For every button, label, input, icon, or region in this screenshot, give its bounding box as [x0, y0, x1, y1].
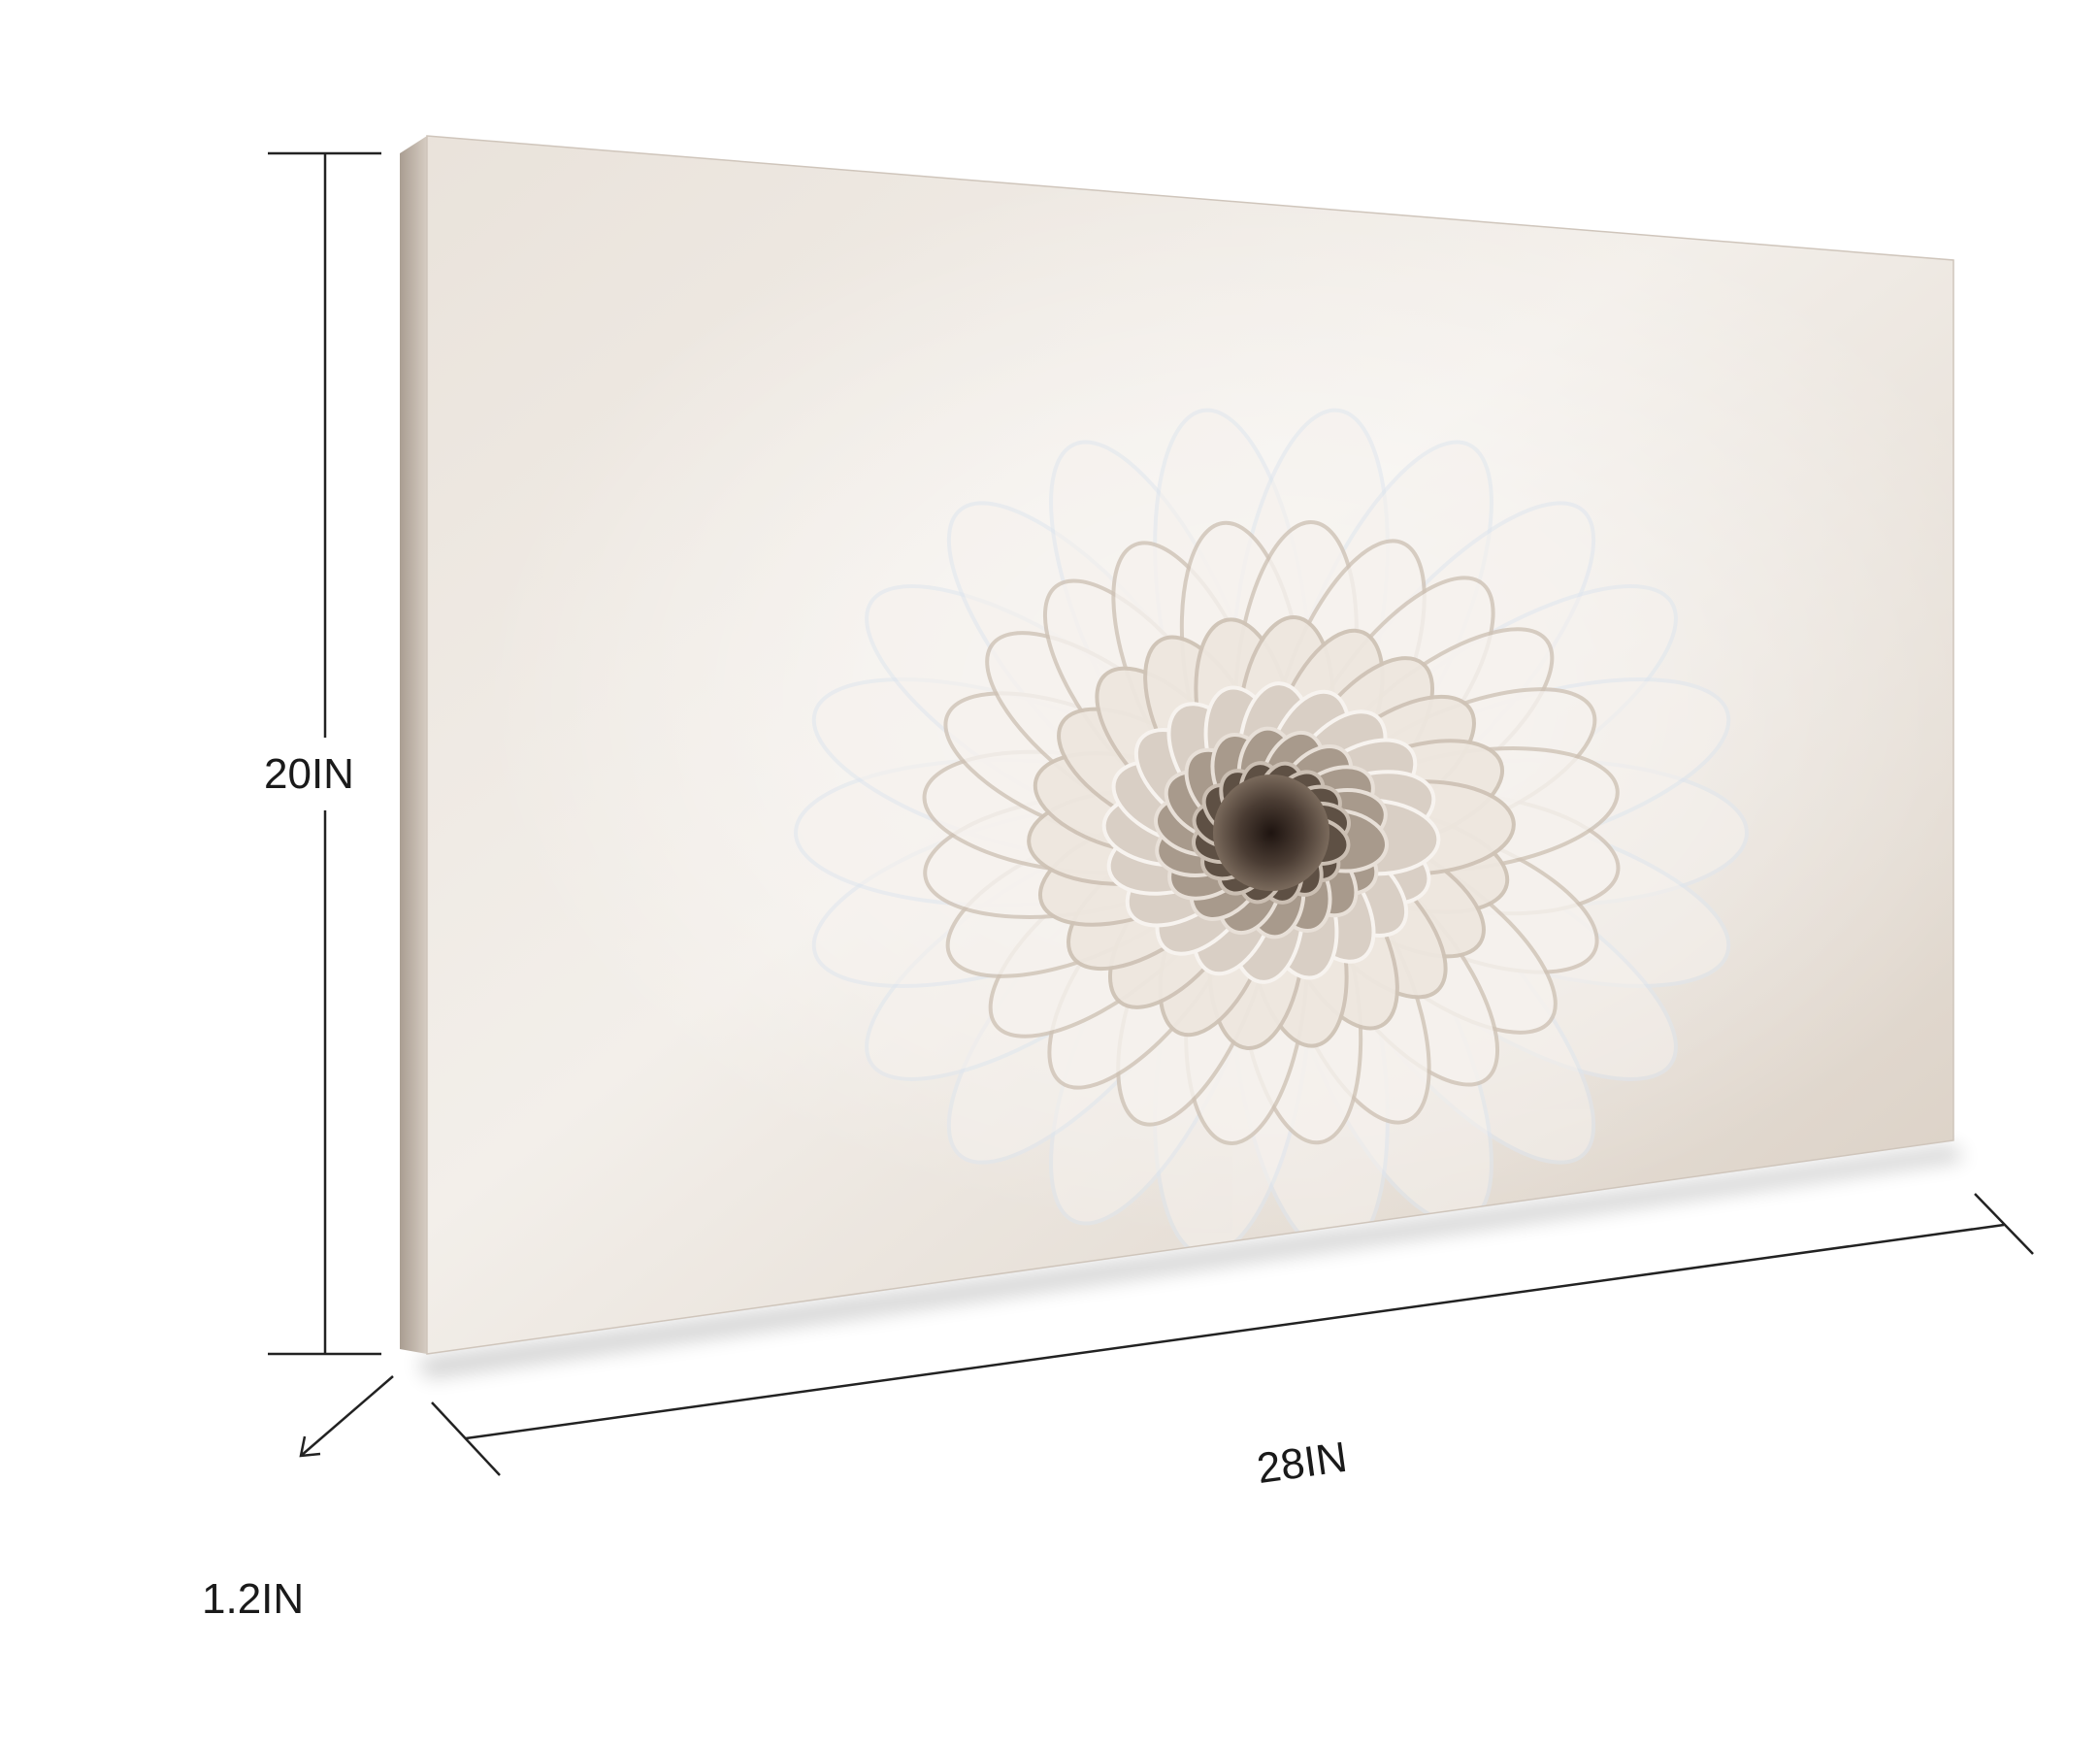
depth-arrowhead [299, 1435, 321, 1458]
width-label: 28IN [1254, 1434, 1350, 1493]
canvas-outline [426, 135, 1954, 1355]
width-tick-right [1974, 1193, 2034, 1255]
canvas-painting [427, 136, 1953, 1354]
height-dimension [268, 151, 381, 1356]
width-tick-left [431, 1401, 501, 1476]
canvas-shadow [417, 1145, 1965, 1378]
flower-core [1213, 775, 1329, 891]
depth-dimension [299, 1375, 394, 1458]
width-line [465, 1223, 2005, 1440]
depth-line [300, 1375, 394, 1457]
canvas-side-edge [400, 136, 427, 1354]
flower-petals [794, 408, 1749, 1258]
height-label: 20IN [264, 750, 354, 798]
width-dimension [431, 1193, 2034, 1476]
depth-label: 1.2IN [202, 1575, 304, 1623]
